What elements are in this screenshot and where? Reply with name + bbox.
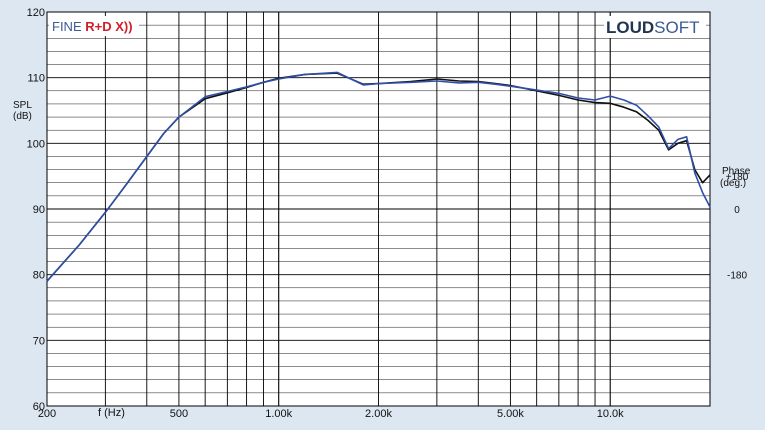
brand-accent: R+D X)) bbox=[85, 19, 132, 34]
y-tick-label: 70 bbox=[33, 335, 45, 347]
ylabel-spl: SPL bbox=[13, 100, 32, 111]
brand-prefix: FINE bbox=[52, 19, 85, 34]
phase-tick-label: +180 bbox=[726, 172, 749, 183]
brand-fine-rdx: FINE R+D X)) bbox=[49, 16, 139, 36]
x-tick-label: 1.00k bbox=[265, 408, 292, 420]
y-tick-label: 80 bbox=[33, 270, 45, 282]
y-tick-label: 90 bbox=[33, 204, 45, 216]
plot-border bbox=[46, 11, 711, 407]
brand-bold: LOUD bbox=[606, 18, 654, 37]
brand-right-bg bbox=[604, 16, 706, 38]
series-layer bbox=[46, 71, 711, 282]
phase-tick-label: -180 bbox=[727, 271, 747, 282]
series-line-2 bbox=[46, 71, 711, 282]
phase-tick-label: 0 bbox=[734, 205, 740, 216]
brand-left-logo: FINE R+D X)) bbox=[52, 19, 133, 34]
y-tick-label: 110 bbox=[27, 73, 45, 85]
brand-left-bg bbox=[49, 16, 139, 36]
y-tick-label: 120 bbox=[27, 7, 45, 19]
phase-unit-label: (deg.) bbox=[720, 178, 746, 189]
phase-label: Phase bbox=[722, 166, 751, 177]
y-tick-label: 60 bbox=[33, 401, 45, 413]
x-tick-label: 500 bbox=[170, 408, 188, 420]
x-tick-label: 200 bbox=[38, 408, 56, 420]
brand-light: SOFT bbox=[654, 18, 699, 37]
x-tick-label: 10.0k bbox=[597, 408, 624, 420]
brand-loudsoft: LOUDSOFT bbox=[604, 16, 706, 38]
x-tick-label: 2.00k bbox=[365, 408, 392, 420]
tick-labels: 60 70 80 90 100 110 120 200 500 1.00k 2.00k 5.00k 10… bbox=[27, 7, 749, 420]
y-tick-label: 100 bbox=[27, 138, 45, 150]
brand-right-logo: LOUDSOFT bbox=[606, 18, 700, 37]
grid bbox=[46, 11, 711, 407]
ylabel-unit: (dB) bbox=[13, 111, 32, 122]
xlabel: f (Hz) bbox=[98, 407, 125, 419]
x-tick-label: 5.00k bbox=[497, 408, 524, 420]
